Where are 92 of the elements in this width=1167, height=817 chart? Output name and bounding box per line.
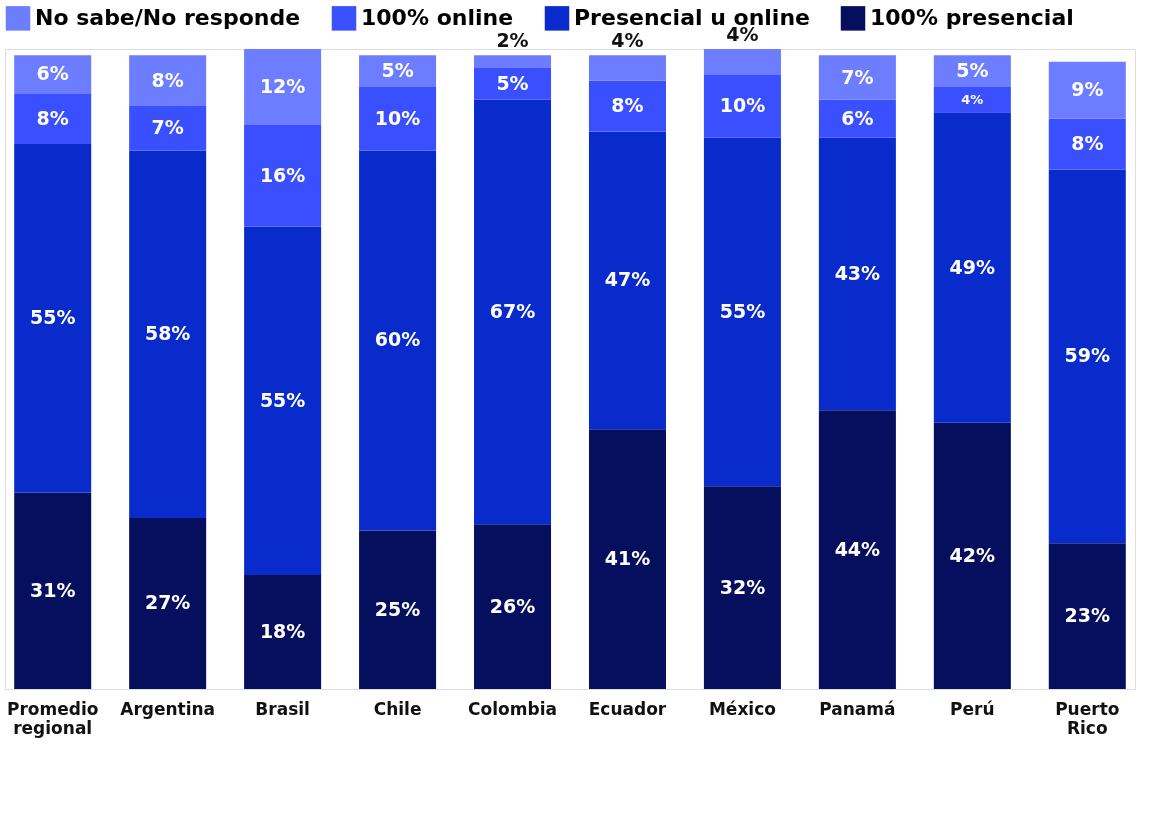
data-label: 44% <box>834 537 881 560</box>
bar <box>588 80 666 132</box>
x-tick-label: Colombia <box>468 698 557 719</box>
data-label: 8% <box>611 94 644 117</box>
data-label: 59% <box>1064 344 1111 367</box>
bar <box>474 99 552 525</box>
data-label: 8% <box>36 106 69 129</box>
data-label: 4% <box>611 29 644 52</box>
bar <box>474 55 552 69</box>
bar <box>933 112 1011 423</box>
bar <box>1048 61 1126 119</box>
data-label: 7% <box>841 65 874 88</box>
data-label: 10% <box>374 106 421 129</box>
data-label: 41% <box>604 547 651 570</box>
data-label: 27% <box>144 591 191 614</box>
data-label: 10% <box>719 94 766 117</box>
bar <box>1048 169 1126 544</box>
data-label: 16% <box>259 163 306 186</box>
bar <box>818 137 896 411</box>
bar <box>244 574 322 689</box>
bar <box>359 87 437 151</box>
bar <box>818 55 896 100</box>
bar <box>359 55 437 88</box>
bar <box>244 49 322 126</box>
bar <box>244 226 322 575</box>
data-label: 26% <box>489 594 536 617</box>
bar <box>474 68 552 100</box>
data-label: 31% <box>29 578 76 601</box>
data-label: 25% <box>374 597 421 620</box>
data-label: 8% <box>1071 132 1104 155</box>
bar <box>588 131 666 430</box>
bar <box>933 87 1011 113</box>
data-label: 6% <box>841 106 874 129</box>
data-label: 2% <box>496 29 529 52</box>
x-tick-label: Chile <box>373 698 422 719</box>
data-label: 5% <box>496 71 529 94</box>
bar <box>129 517 207 689</box>
data-label: 8% <box>151 68 184 91</box>
bar <box>588 429 666 689</box>
data-label: 43% <box>834 261 881 284</box>
x-tick-label: Promedio regional <box>6 698 99 738</box>
data-label: 7% <box>151 116 184 139</box>
data-label: 42% <box>949 543 996 566</box>
data-label: 18% <box>259 619 306 642</box>
bar <box>129 106 207 151</box>
bar <box>703 74 781 138</box>
bar <box>129 150 207 518</box>
bar <box>474 524 552 689</box>
legend-label: No sabe/No responde <box>35 5 301 31</box>
data-label: 9% <box>1071 78 1104 101</box>
x-tick-label: Brasil <box>255 698 310 719</box>
data-label: 60% <box>374 328 421 351</box>
bar <box>14 93 92 145</box>
data-label: 5% <box>956 59 989 82</box>
x-tick-label: Argentina <box>120 698 216 719</box>
x-tick-label: Perú <box>950 698 995 719</box>
x-tick-label: Panamá <box>819 698 896 719</box>
x-tick-label: México <box>708 698 776 719</box>
bar <box>359 150 437 531</box>
data-label: 49% <box>949 255 996 278</box>
bar <box>818 99 896 138</box>
bar <box>1048 118 1126 170</box>
bar <box>1048 543 1126 689</box>
legend-label: 100% presencial <box>870 5 1074 31</box>
bar <box>14 492 92 689</box>
bar <box>244 125 322 227</box>
bar <box>703 486 781 689</box>
data-label: 67% <box>489 299 536 322</box>
x-tick-label: Ecuador <box>588 698 667 719</box>
data-label: 58% <box>144 322 191 345</box>
data-label: 23% <box>1064 604 1111 627</box>
bar <box>818 410 896 689</box>
bar <box>14 144 92 493</box>
legend-label: 100% online <box>361 5 514 31</box>
data-label: 47% <box>604 268 651 291</box>
data-label: 55% <box>29 306 76 329</box>
data-label: 32% <box>719 575 766 598</box>
data-label: 55% <box>259 388 306 411</box>
data-label: 55% <box>719 299 766 322</box>
bar <box>933 422 1011 689</box>
bar <box>703 137 781 487</box>
bar <box>703 49 781 75</box>
data-label: 12% <box>259 75 306 98</box>
bar <box>14 55 92 94</box>
bar <box>129 55 207 107</box>
bar <box>588 55 666 81</box>
data-label: 6% <box>36 62 69 85</box>
bar <box>359 530 437 689</box>
x-tick-label: Puerto Rico <box>1055 698 1120 738</box>
data-label: 4% <box>961 91 984 107</box>
data-label: 5% <box>381 59 414 82</box>
bar <box>933 55 1011 88</box>
